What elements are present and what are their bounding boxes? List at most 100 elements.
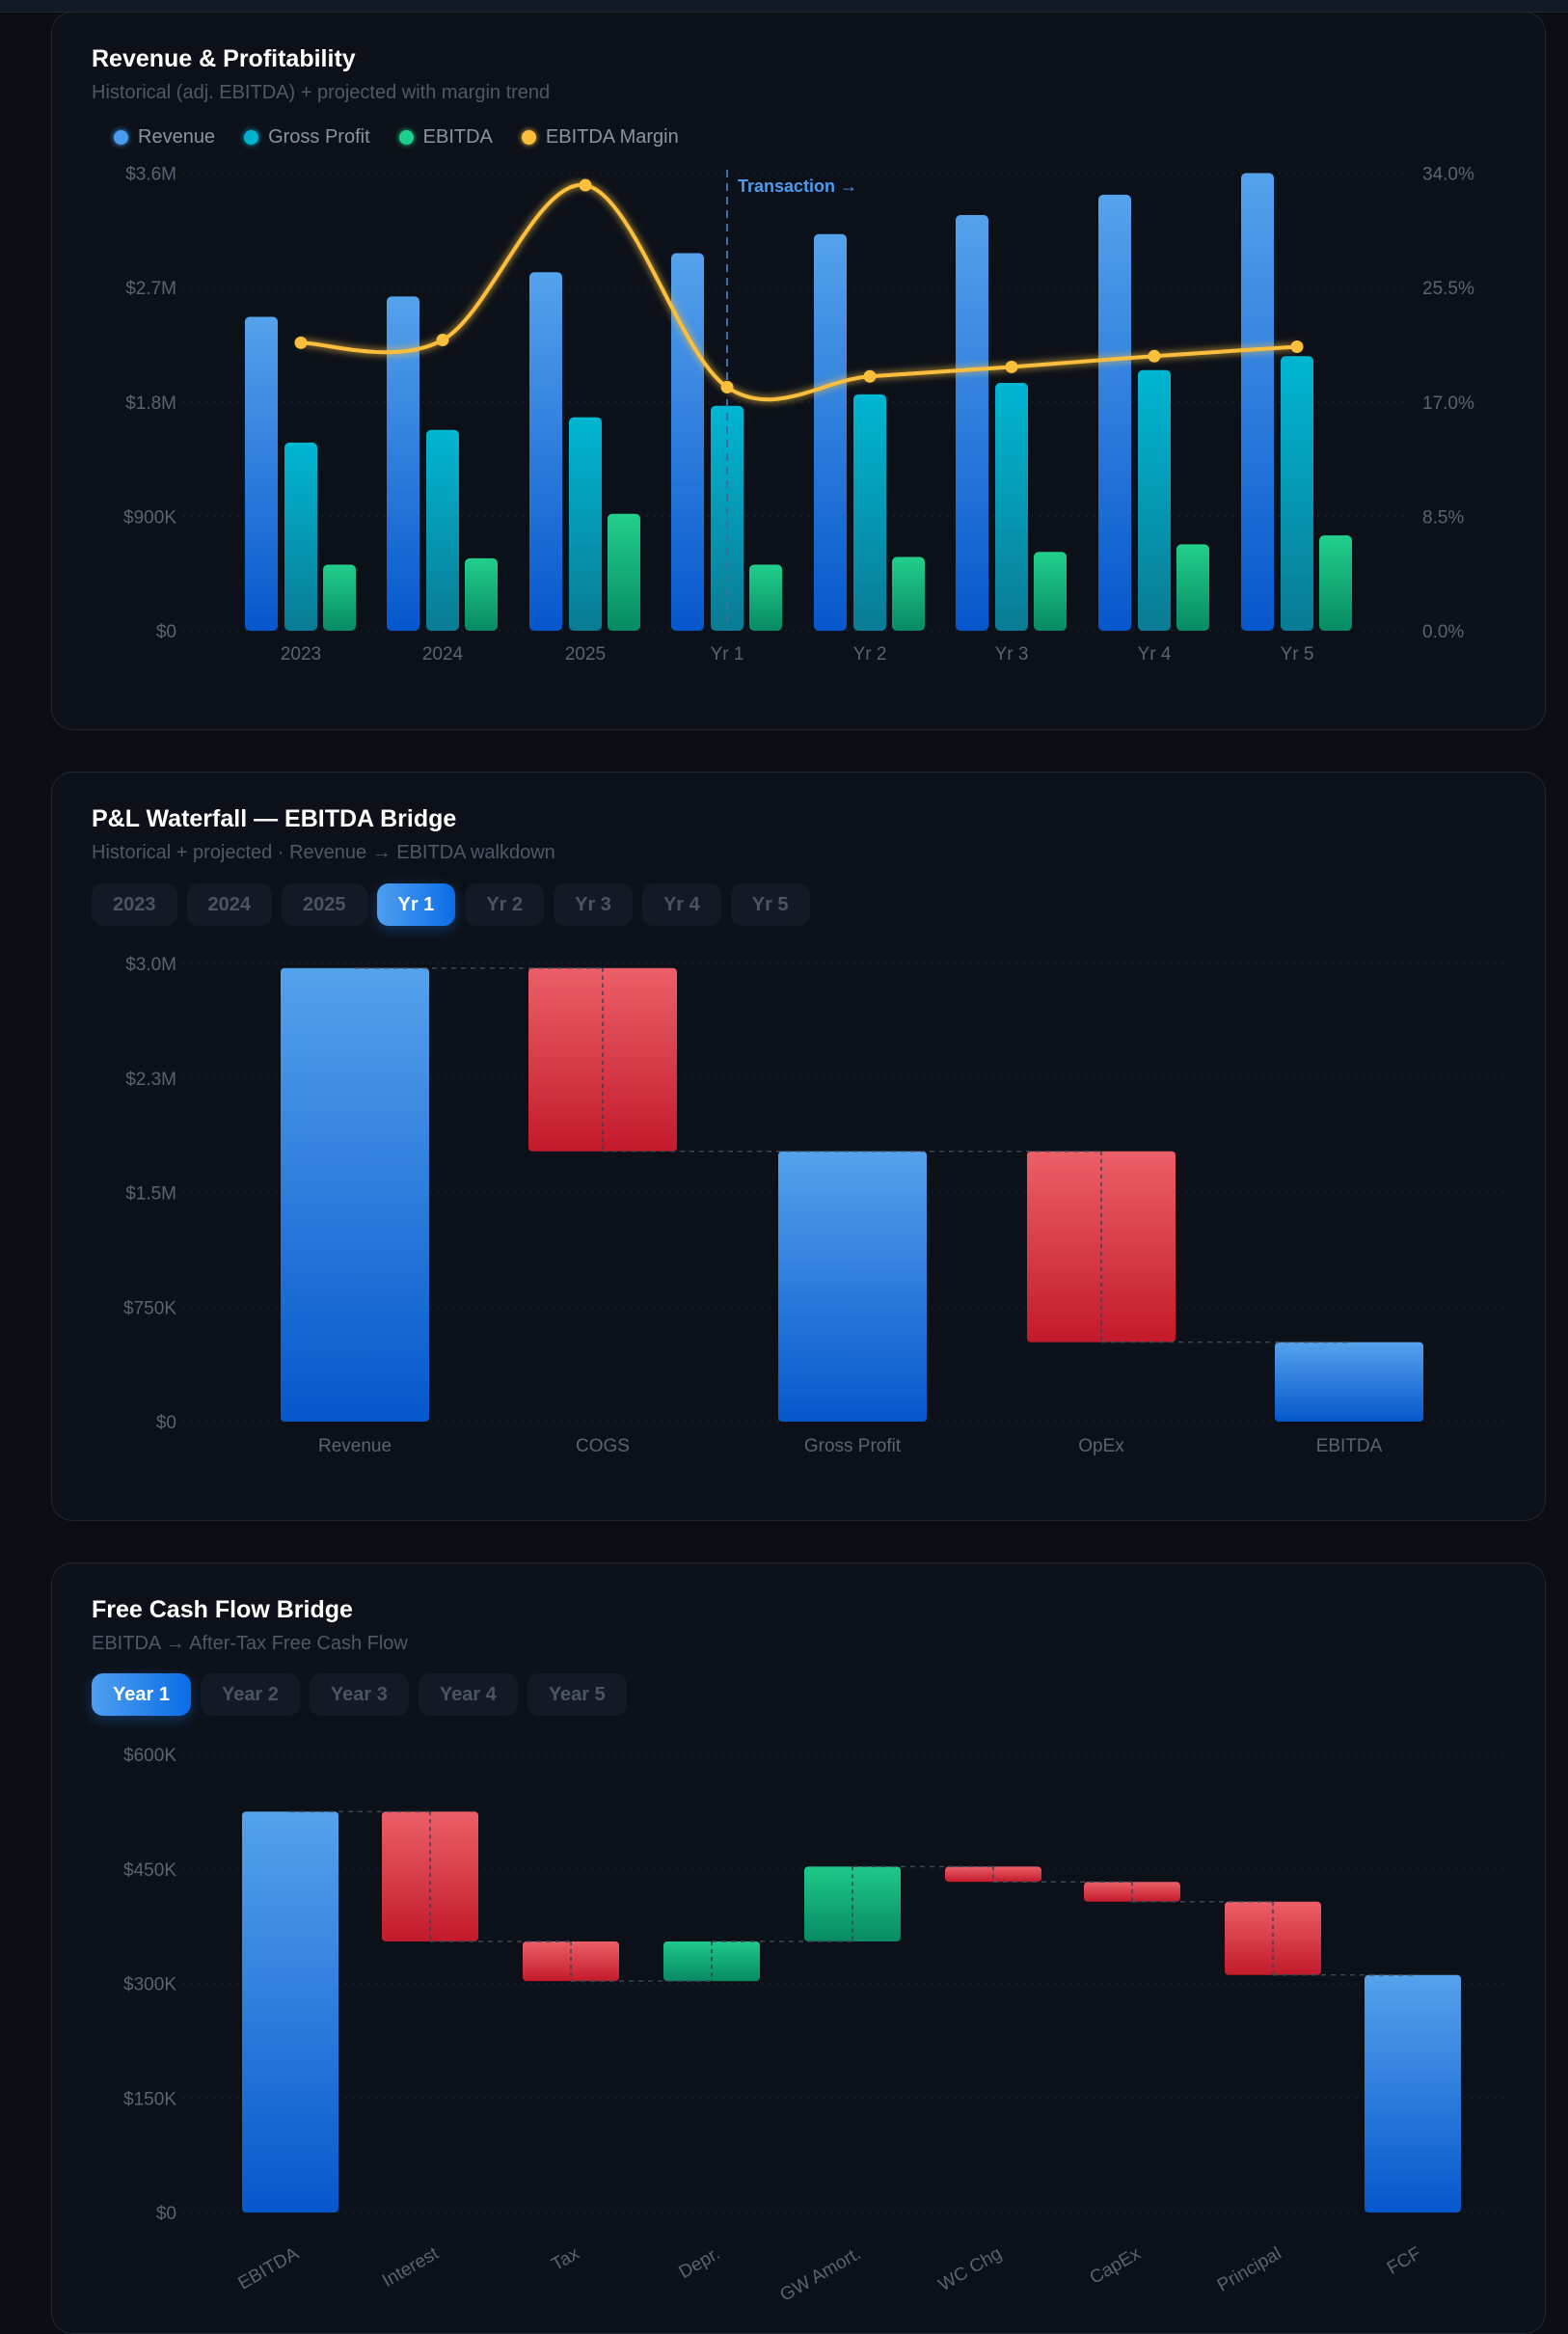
- decrease-bar: [528, 967, 677, 1152]
- y-right-tick-label: 8.5%: [1422, 507, 1464, 528]
- tab-year-5[interactable]: Year 5: [527, 1673, 627, 1716]
- legend-dot-icon: [521, 130, 536, 145]
- revenue-bar: [1098, 194, 1131, 631]
- y-right-tick-label: 25.5%: [1422, 279, 1474, 299]
- x-tick-label: OpEx: [1078, 1436, 1124, 1456]
- tab-2024[interactable]: 2024: [186, 883, 272, 926]
- y-tick-label: $2.7M: [125, 279, 176, 299]
- x-tick-label: Interest: [379, 2243, 443, 2292]
- card-subtitle: Historical (adj. EBITDA) + projected wit…: [92, 82, 551, 103]
- legend-label: Gross Profit: [268, 126, 370, 148]
- ebitda-bar: [1176, 544, 1209, 631]
- y-tick-label: $750K: [123, 1298, 176, 1318]
- ebitda-bar: [1319, 535, 1352, 631]
- revenue-bar: [387, 296, 419, 631]
- x-tick-label: GW Amort.: [777, 2243, 865, 2301]
- ebitda-margin-point: [1005, 360, 1018, 373]
- tab-year-1[interactable]: Year 1: [92, 1673, 191, 1716]
- x-tick-label: Yr 3: [995, 644, 1029, 665]
- gross-profit-bar: [711, 405, 743, 631]
- x-tick-label: 2025: [565, 644, 606, 665]
- x-tick-label: Tax: [548, 2243, 583, 2275]
- tab-year-3[interactable]: Year 3: [309, 1673, 409, 1716]
- ebitda-bar: [323, 564, 356, 631]
- y-tick-label: $600K: [123, 1746, 176, 1766]
- x-tick-label: FCF: [1384, 2243, 1424, 2279]
- transaction-annotation: Transaction →: [738, 176, 857, 196]
- x-tick-label: Yr 1: [711, 644, 744, 665]
- y-tick-label: $1.5M: [125, 1184, 176, 1205]
- x-tick-label: EBITDA: [1316, 1436, 1383, 1456]
- tab-yr-5[interactable]: Yr 5: [730, 883, 810, 926]
- y-tick-label: $0: [156, 2204, 176, 2224]
- tab-year-4[interactable]: Year 4: [418, 1673, 518, 1716]
- legend-label: EBITDA Margin: [545, 126, 679, 148]
- ebitda-margin-line: [300, 183, 1298, 402]
- tab-yr-3[interactable]: Yr 3: [554, 883, 633, 926]
- ebitda-bar: [608, 513, 640, 631]
- y-tick-label: $2.3M: [125, 1070, 176, 1090]
- x-tick-label: Principal: [1214, 2243, 1285, 2296]
- revenue-bar: [529, 272, 562, 631]
- ebitda-bar: [1034, 552, 1067, 631]
- x-tick-label: 2024: [422, 644, 464, 665]
- gross-profit-bar: [1138, 369, 1171, 631]
- card-title: Revenue & Profitability: [92, 45, 356, 72]
- legend-item-ebitda[interactable]: EBITDA: [398, 126, 493, 149]
- ebitda-margin-point: [1290, 340, 1304, 354]
- y-tick-label: $150K: [123, 2089, 176, 2109]
- tab-2025[interactable]: 2025: [282, 883, 367, 926]
- legend-item-revenue[interactable]: Revenue: [114, 126, 215, 149]
- ebitda-bar: [749, 564, 782, 631]
- x-tick-label: COGS: [576, 1436, 630, 1456]
- x-tick-label: Yr 4: [1138, 644, 1172, 665]
- x-tick-label: EBITDA: [235, 2243, 303, 2294]
- gross-profit-bar: [853, 394, 886, 631]
- x-tick-label: CapEx: [1087, 2243, 1145, 2289]
- ebitda-margin-point: [1148, 349, 1161, 363]
- x-tick-label: Depr.: [676, 2243, 724, 2283]
- tab-yr-1[interactable]: Yr 1: [376, 883, 456, 926]
- gross-profit-bar: [426, 429, 459, 631]
- gross-profit-bar: [569, 417, 602, 631]
- legend-item-gross-profit[interactable]: Gross Profit: [244, 126, 370, 149]
- tab-yr-2[interactable]: Yr 2: [465, 883, 545, 926]
- card-title: Free Cash Flow Bridge: [92, 1596, 353, 1623]
- ebitda-margin-point: [720, 380, 734, 394]
- y-right-tick-label: 0.0%: [1422, 622, 1464, 642]
- tab-yr-4[interactable]: Yr 4: [641, 883, 721, 926]
- legend-dot-icon: [398, 130, 414, 145]
- gross-profit-bar: [1281, 356, 1313, 631]
- total-bar: [1365, 1974, 1461, 2212]
- y-right-tick-label: 17.0%: [1422, 394, 1474, 414]
- ebitda-bar: [465, 557, 498, 631]
- revenue-bar: [956, 214, 988, 631]
- y-tick-label: $3.0M: [125, 955, 176, 975]
- card-title: P&L Waterfall — EBITDA Bridge: [92, 805, 457, 832]
- ebitda-margin-point: [294, 336, 308, 349]
- increase-bar: [663, 1940, 760, 1982]
- total-bar: [242, 1811, 338, 2212]
- y-tick-label: $0: [156, 1413, 176, 1433]
- legend-dot-icon: [244, 130, 259, 145]
- tab-year-2[interactable]: Year 2: [200, 1673, 300, 1716]
- y-tick-label: $3.6M: [125, 165, 176, 185]
- card-subtitle: EBITDA → After-Tax Free Cash Flow: [92, 1633, 408, 1654]
- y-tick-label: $450K: [123, 1860, 176, 1881]
- ebitda-margin-point: [579, 178, 592, 192]
- gross-profit-bar: [284, 442, 317, 631]
- legend-label: Revenue: [138, 126, 216, 148]
- total-bar: [1275, 1342, 1423, 1422]
- legend-item-ebitda-margin[interactable]: EBITDA Margin: [521, 126, 679, 149]
- tab-2023[interactable]: 2023: [92, 883, 177, 926]
- year-tabs: Year 1 Year 2 Year 3 Year 4 Year 5: [92, 1673, 627, 1716]
- revenue-bar: [245, 316, 278, 631]
- increase-bar: [804, 1866, 901, 1941]
- y-tick-label: $1.8M: [125, 394, 176, 414]
- legend-label: EBITDA: [422, 126, 493, 148]
- y-tick-label: $900K: [123, 507, 176, 528]
- revenue-bar: [814, 233, 847, 631]
- total-bar: [778, 1151, 927, 1422]
- x-tick-label: Yr 2: [853, 644, 887, 665]
